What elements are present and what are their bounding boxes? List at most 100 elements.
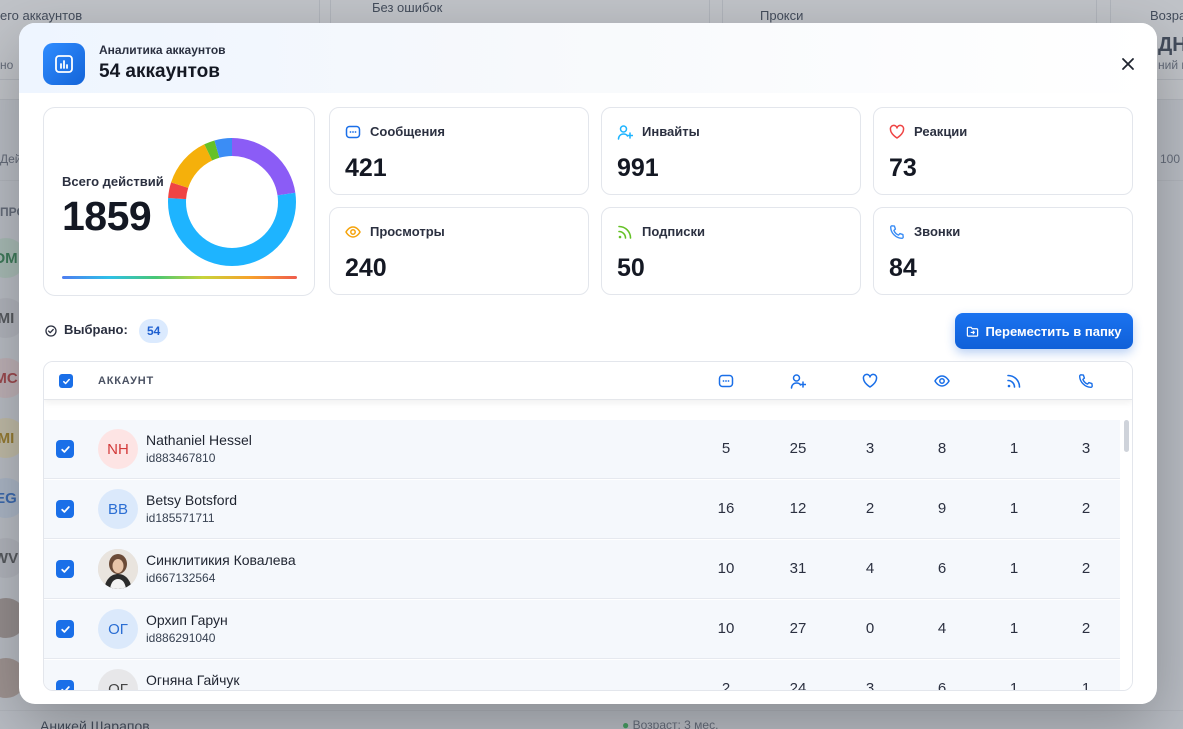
bg-label: его аккаунтов	[0, 8, 83, 23]
phone-icon	[890, 225, 904, 239]
analytics-icon	[43, 43, 85, 85]
modal-subtitle: Аналитика аккаунтов	[99, 43, 226, 57]
stat-cell: 2	[1081, 560, 1091, 577]
donut-segment	[168, 138, 296, 266]
stat-cell: 12	[789, 500, 807, 517]
stat-value: 991	[617, 154, 659, 182]
bg-row-age: ● Возраст: 3 мес.	[622, 718, 719, 729]
stat-cell: 3	[865, 440, 875, 457]
account-column-header[interactable]: АККАУНТ	[98, 375, 155, 387]
stat-cell: 1	[1009, 500, 1019, 517]
stat-cell: 3	[865, 680, 875, 691]
bg-label: 100	[1160, 152, 1181, 166]
stat-cell: 25	[789, 440, 807, 457]
stat-cell: 6	[937, 680, 947, 691]
stat-cell: 8	[937, 440, 947, 457]
gradient-bar	[62, 276, 297, 279]
avatar	[98, 549, 138, 589]
stat-cell: 31	[789, 560, 807, 577]
account-name[interactable]: Синклитикия Ковалева	[146, 552, 296, 568]
modal-header	[19, 23, 1157, 93]
divider	[0, 710, 1183, 711]
stat-cell: 4	[865, 560, 875, 577]
account-id: id185571711	[146, 511, 215, 525]
row-checkbox[interactable]	[56, 620, 74, 638]
account-id: id883467810	[146, 451, 216, 465]
actions-donut-chart	[168, 138, 296, 266]
total-label: Всего действий	[62, 174, 164, 189]
stat-invites: Инвайты 991	[601, 107, 861, 195]
stat-cell: 6	[937, 560, 947, 577]
scrollbar[interactable]	[1120, 400, 1132, 690]
table-row[interactable]: ОГ Огняна Гайчук 2 24 3 6 1 1	[44, 660, 1122, 691]
bg-label: Без ошибок	[372, 0, 443, 15]
bg-row-name: Аникей Шарапов	[40, 718, 150, 729]
bg-label: ний в	[1158, 58, 1183, 72]
stat-cell: 27	[789, 620, 807, 637]
scrollbar-thumb[interactable]	[1124, 420, 1129, 452]
stat-cell: 9	[937, 500, 947, 517]
table-row[interactable]: BB Betsy Botsford id185571711 16 12 2 9 1 2	[44, 480, 1122, 539]
table-row[interactable]: ОГ Орхип Гарун id886291040 10 27 0 4 1 2	[44, 600, 1122, 659]
avatar: ОГ	[98, 669, 138, 690]
analytics-modal: Аналитика аккаунтов 54 аккаунтов Всего д…	[19, 23, 1157, 704]
bg-label: Прокси	[760, 8, 804, 23]
stat-cell: 5	[721, 440, 731, 457]
table-row[interactable]: NH Nathaniel Hessel id883467810 5 25 3 8 1 3	[44, 420, 1122, 479]
stat-cell: 1	[1081, 680, 1091, 691]
stat-cell: 2	[721, 680, 731, 691]
user-plus-icon[interactable]	[790, 373, 806, 389]
account-name[interactable]: Nathaniel Hessel	[146, 432, 252, 448]
stat-views: Просмотры 240	[329, 207, 589, 295]
row-checkbox[interactable]	[56, 440, 74, 458]
bg-label: Возра	[1150, 8, 1183, 23]
folder-move-icon	[967, 326, 979, 337]
row-checkbox[interactable]	[56, 680, 74, 690]
selected-label: Выбрано:	[64, 322, 128, 337]
select-all-checkbox[interactable]	[59, 374, 73, 388]
account-name[interactable]: Betsy Botsford	[146, 492, 238, 508]
stat-cell: 1	[1009, 680, 1019, 691]
total-value: 1859	[62, 193, 152, 239]
stat-cell: 4	[937, 620, 947, 637]
account-name[interactable]: Орхип Гарун	[146, 612, 228, 628]
stat-cell: 2	[865, 500, 875, 517]
avatar: BB	[98, 489, 138, 529]
rss-icon[interactable]	[1006, 373, 1022, 389]
stat-cell: 3	[1081, 440, 1091, 457]
avatar: ОГ	[98, 609, 138, 649]
heart-icon	[889, 124, 905, 139]
selected-count-badge: 54	[139, 319, 169, 343]
stat-value: 421	[345, 154, 387, 182]
stat-cell: 1	[1009, 560, 1019, 577]
message-icon[interactable]	[718, 373, 734, 389]
heart-icon[interactable]	[862, 373, 878, 389]
row-checkbox[interactable]	[56, 560, 74, 578]
check-circle-icon	[45, 325, 57, 337]
stat-cell: 10	[717, 620, 735, 637]
bg-label: Дей	[0, 152, 22, 166]
stat-value: 50	[617, 254, 645, 282]
total-actions-card: Всего действий 1859	[43, 107, 315, 296]
stat-cell: 1	[1009, 440, 1019, 457]
stat-label: Сообщения	[370, 124, 445, 139]
table-row[interactable]: Синклитикия Ковалева id667132564 10 31 4 6 1 2	[44, 540, 1122, 599]
phone-icon[interactable]	[1078, 373, 1094, 389]
stat-label: Инвайты	[642, 124, 700, 139]
row-checkbox[interactable]	[56, 500, 74, 518]
account-id: id667132564	[146, 571, 216, 585]
eye-icon	[345, 226, 361, 238]
eye-icon[interactable]	[934, 373, 950, 389]
move-to-folder-label: Переместить в папку	[985, 323, 1122, 339]
stat-cell: 2	[1081, 620, 1091, 637]
move-to-folder-button[interactable]: Переместить в папку	[955, 313, 1133, 349]
account-name[interactable]: Огняна Гайчук	[146, 672, 240, 688]
donut-segment	[168, 138, 296, 266]
stat-label: Реакции	[914, 124, 968, 139]
modal-title: 54 аккаунтов	[99, 61, 220, 82]
stat-label: Подписки	[642, 224, 705, 239]
stat-messages: Сообщения 421	[329, 107, 589, 195]
stat-value: 240	[345, 254, 387, 282]
close-icon[interactable]	[1117, 53, 1139, 75]
